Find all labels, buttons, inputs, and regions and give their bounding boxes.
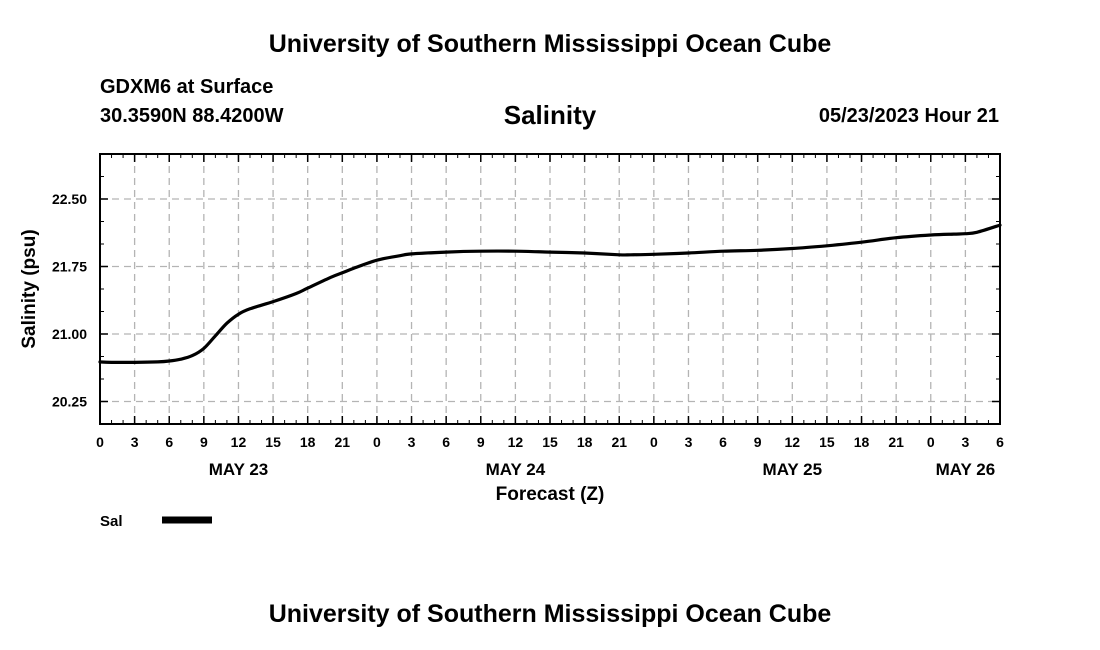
x-tick-label: 12	[785, 434, 801, 450]
series-line-sal	[98, 223, 1002, 364]
x-tick-label: 3	[131, 434, 139, 450]
legend-label-sal: Sal	[100, 513, 123, 530]
x-tick-label: 9	[754, 434, 762, 450]
date-label: MAY 26	[936, 460, 996, 479]
x-tick-label: 6	[165, 434, 173, 450]
x-tick-label: 6	[442, 434, 450, 450]
x-tick-label: 18	[854, 434, 870, 450]
tick-layer	[99, 153, 1001, 425]
x-tick-label: 0	[96, 434, 104, 450]
y-axis-label: Salinity (psu)	[19, 229, 40, 348]
label-layer: 0 3 6 9 12 15 18 21 0 3 6 9 12 15 18 21 0 3 6 9 12 15 18 21 0 3 6 2…	[52, 191, 1004, 479]
x-tick-label: 21	[335, 434, 351, 450]
y-tick-label: 22.50	[52, 191, 87, 207]
x-tick-label: 6	[719, 434, 727, 450]
timestamp-label: 05/23/2023 Hour 21	[818, 105, 999, 127]
y-tick-label: 21.00	[52, 326, 87, 342]
x-tick-label: 15	[542, 434, 558, 450]
x-tick-label: 15	[819, 434, 835, 450]
x-tick-label: 0	[927, 434, 935, 450]
page-title: University of Southern Mississippi Ocean…	[268, 30, 832, 58]
x-tick-label: 15	[265, 434, 281, 450]
x-tick-label: 12	[508, 434, 524, 450]
x-tick-label: 18	[300, 434, 316, 450]
x-tick-label: 21	[888, 434, 904, 450]
x-tick-label: 3	[685, 434, 693, 450]
grid-layer	[100, 154, 1000, 424]
x-tick-label: 3	[961, 434, 969, 450]
x-tick-label: 18	[577, 434, 593, 450]
date-label: MAY 24	[486, 460, 546, 479]
x-tick-label: 21	[611, 434, 627, 450]
y-tick-label: 21.75	[52, 259, 87, 275]
x-tick-label: 0	[373, 434, 381, 450]
x-tick-label: 12	[231, 434, 247, 450]
x-tick-label: 9	[200, 434, 208, 450]
x-tick-label: 6	[996, 434, 1004, 450]
x-axis-label: Forecast (Z)	[496, 484, 605, 505]
date-label: MAY 25	[763, 460, 823, 479]
footer-title: University of Southern Mississippi Ocean…	[268, 600, 832, 628]
station-label: GDXM6 at Surface	[100, 76, 274, 98]
series-layer	[98, 223, 1002, 364]
legend: Sal	[100, 513, 212, 530]
date-label: MAY 23	[209, 460, 269, 479]
x-tick-label: 9	[477, 434, 485, 450]
chart-title: Salinity	[503, 100, 597, 130]
x-tick-label: 0	[650, 434, 658, 450]
coordinates-label: 30.3590N 88.4200W	[100, 105, 284, 127]
y-tick-label: 20.25	[52, 394, 87, 410]
x-tick-label: 3	[408, 434, 416, 450]
